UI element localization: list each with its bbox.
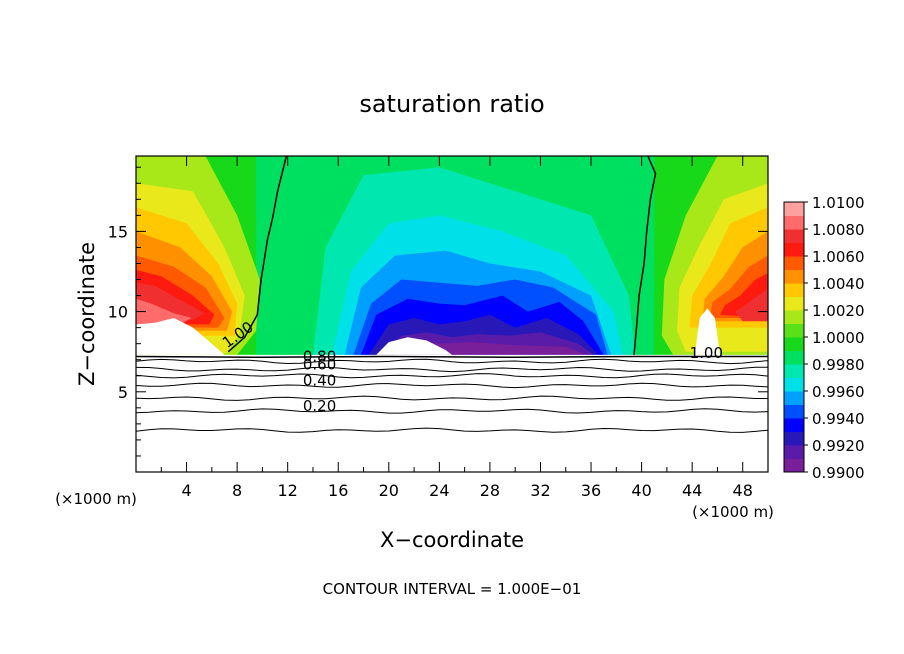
contour-level-line	[136, 395, 768, 401]
contour-label: 0.60	[303, 355, 336, 373]
colorbar-ticks: 1.0100 1.0080 1.0060 1.0040 1.0020 1.0000 0.99…	[804, 194, 865, 482]
contour-level-line	[136, 408, 768, 414]
contour-lines	[136, 156, 768, 433]
x-tick-label: 8	[232, 481, 242, 500]
chart-title: saturation ratio	[359, 90, 544, 118]
x-axis-label: X−coordinate	[380, 528, 524, 552]
colorbar-swatch	[784, 242, 804, 257]
field-lower-layer	[136, 354, 768, 472]
plot-area: 1.001.000.800.600.400.20	[136, 156, 768, 472]
colorbar-swatch	[784, 350, 804, 365]
x-unit-label-right: (×1000 m)	[692, 503, 774, 521]
colorbar-swatch	[784, 377, 804, 392]
colorbar-swatch	[784, 323, 804, 338]
saturation-field	[136, 156, 768, 472]
plot-frame	[135, 155, 769, 473]
contour-labels: 1.001.000.800.600.400.20	[219, 318, 723, 415]
field-center-gap	[376, 337, 452, 355]
colorbar-swatch	[784, 256, 804, 270]
contour-level-line	[136, 366, 768, 373]
colorbar-tick-label: 0.9920	[812, 437, 865, 455]
y-axis-label: Z−coordinate	[75, 242, 99, 386]
colorbar-swatch	[784, 229, 804, 243]
contour-1.00-left	[227, 156, 288, 353]
colorbar-swatch	[784, 283, 804, 297]
contour-level-line	[136, 382, 768, 389]
colorbar-tick-label: 0.9900	[812, 464, 865, 482]
x-tick-label: 24	[429, 481, 449, 500]
colorbar-tick-label: 0.9940	[812, 410, 865, 428]
colorbar-tick-label: 1.0060	[812, 248, 865, 266]
x-unit-label-left: (×1000 m)	[55, 490, 137, 508]
contour-level-line	[136, 358, 768, 365]
contour-label: 0.40	[303, 371, 336, 389]
colorbar	[784, 202, 804, 473]
x-tick-label: 12	[278, 481, 298, 500]
contour-label: 1.00	[690, 344, 723, 362]
field-right-gap	[694, 308, 720, 355]
x-tick-label: 44	[682, 481, 702, 500]
y-axis-ticks: 5 10 15	[108, 166, 768, 457]
colorbar-swatch	[784, 269, 804, 284]
colorbar-swatch	[784, 364, 804, 378]
colorbar-tick-label: 0.9980	[812, 356, 865, 374]
x-tick-label: 48	[733, 481, 753, 500]
x-tick-label: 4	[181, 481, 191, 500]
contour-level-line	[136, 373, 768, 379]
y-tick-label: 10	[108, 303, 128, 322]
colorbar-swatch	[784, 391, 804, 405]
colorbar-swatch	[784, 296, 804, 311]
field-right-lobe	[735, 289, 768, 322]
contour-1.00-right	[633, 156, 657, 355]
colorbar-tick-label: 1.0000	[812, 329, 865, 347]
colorbar-tick-label: 1.0080	[812, 221, 865, 239]
y-tick-label: 15	[108, 222, 128, 241]
contour-label: 0.80	[303, 347, 336, 365]
colorbar-swatch	[784, 310, 804, 324]
x-tick-label: 32	[530, 481, 550, 500]
footer-contour-interval: CONTOUR INTERVAL = 1.000E−01	[323, 580, 582, 598]
colorbar-swatch	[784, 458, 804, 473]
field-left-gap	[136, 318, 225, 355]
colorbar-swatch	[784, 202, 804, 216]
x-tick-label: 40	[631, 481, 651, 500]
x-tick-label: 36	[581, 481, 601, 500]
colorbar-swatch	[784, 404, 804, 419]
colorbar-swatch	[784, 215, 804, 230]
colorbar-swatch	[784, 337, 804, 351]
colorbar-tick-label: 0.9960	[812, 383, 865, 401]
colorbar-swatch	[784, 418, 804, 432]
x-tick-label: 28	[480, 481, 500, 500]
contour-label: 0.20	[303, 397, 336, 415]
colorbar-tick-label: 1.0020	[812, 302, 865, 320]
colorbar-tick-label: 1.0040	[812, 275, 865, 293]
colorbar-tick-label: 1.0100	[812, 194, 865, 212]
x-tick-label: 16	[328, 481, 348, 500]
contour-cloud-base	[136, 355, 768, 359]
contour-level-line	[136, 427, 768, 433]
colorbar-swatch	[784, 431, 804, 446]
colorbar-swatch	[784, 445, 804, 459]
x-axis-ticks: 4 8 12 16 20 24 28 32 36 40 44 48	[160, 156, 753, 500]
y-tick-label: 5	[118, 383, 128, 402]
x-tick-label: 20	[379, 481, 399, 500]
